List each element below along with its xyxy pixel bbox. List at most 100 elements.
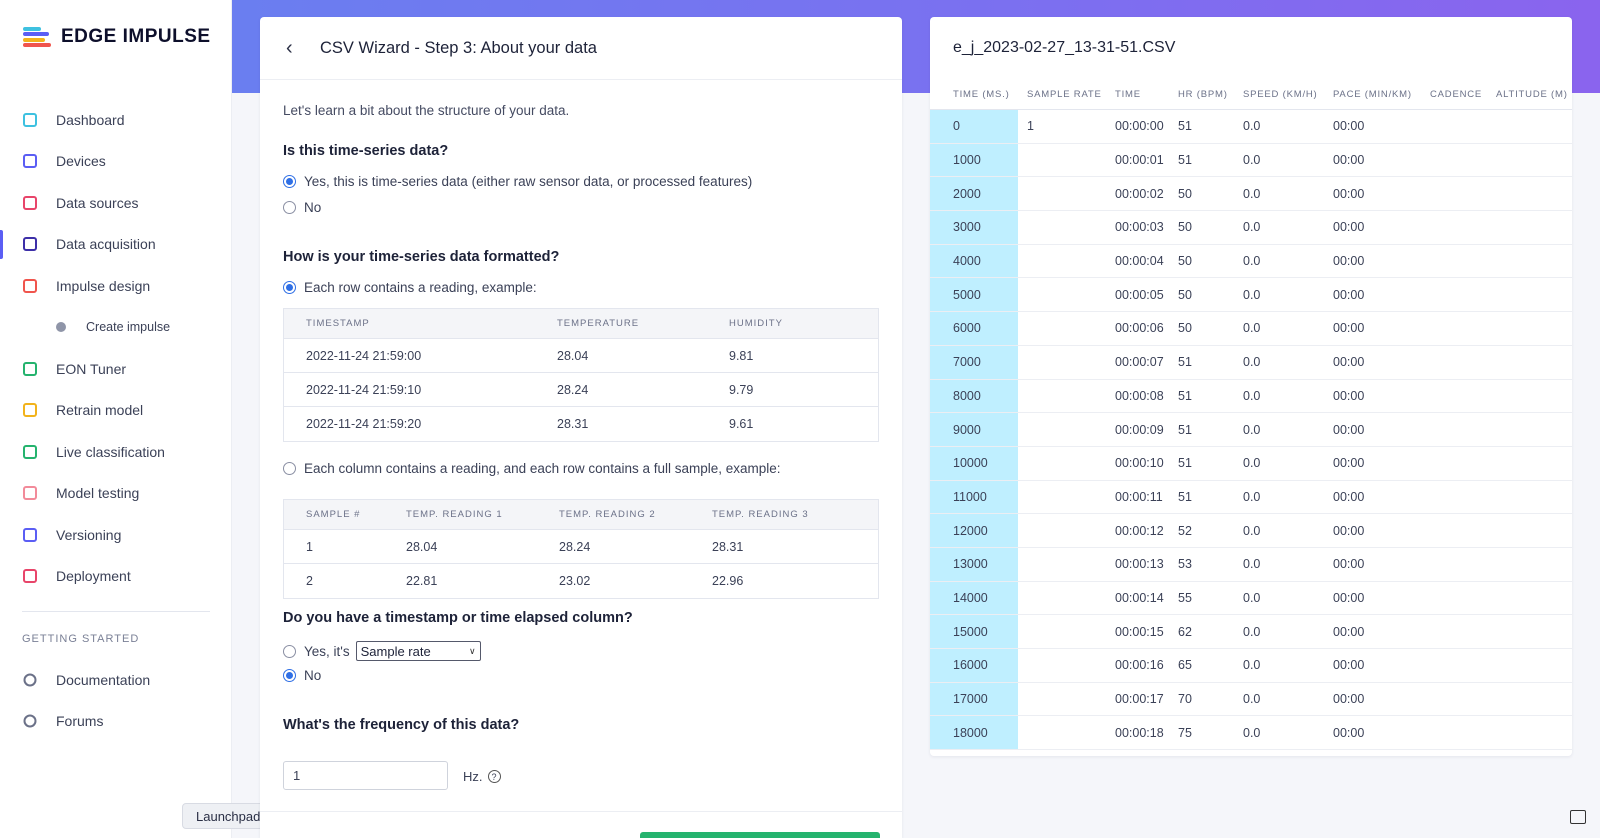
- shuffle-icon: [22, 402, 38, 418]
- cell: 0.0: [1243, 489, 1261, 504]
- cell: 00:00: [1333, 590, 1365, 605]
- logo[interactable]: EDGE IMPULSE: [23, 26, 211, 48]
- cell: 00:00: [1333, 725, 1365, 740]
- sidebar-item-devices[interactable]: Devices: [0, 141, 232, 183]
- cell: 00:00:02: [1115, 186, 1164, 201]
- sidebar-item-data-acquisition[interactable]: Data acquisition: [0, 224, 232, 266]
- main-nav: Dashboard Devices Data sources Data acquisi…: [0, 99, 232, 597]
- sidebar-item-create-impulse[interactable]: Create impulse: [0, 307, 232, 349]
- cell: 0.0: [1243, 658, 1261, 673]
- sidebar-item-eon-tuner[interactable]: EON Tuner: [0, 348, 232, 390]
- cell: 0.0: [1243, 153, 1261, 168]
- sidebar-item-data-sources[interactable]: Data sources: [0, 182, 232, 224]
- feedback-chat-icon[interactable]: [1570, 810, 1586, 824]
- clipboard-icon: [22, 485, 38, 501]
- cell: 00:00:11: [1115, 489, 1163, 504]
- sidebar-item-forums[interactable]: Forums: [0, 701, 232, 743]
- cell: 0.0: [1243, 557, 1261, 572]
- radio-unselected-icon[interactable]: [283, 644, 296, 658]
- cell: 0.0: [1243, 321, 1261, 336]
- chat-bubbles-icon: [22, 713, 38, 729]
- cell: 62: [1178, 624, 1192, 639]
- launchpad-button[interactable]: Launchpad: [182, 803, 275, 829]
- cell: 9.81: [729, 348, 754, 363]
- cell: 0.0: [1243, 725, 1261, 740]
- cell: 00:00:10: [1115, 456, 1164, 471]
- radio-unselected-icon[interactable]: [283, 462, 296, 475]
- cell: 00:00:08: [1115, 388, 1164, 403]
- frequency-input[interactable]: 1: [283, 761, 448, 790]
- table-row: 14000 00:00:14 55 0.0 00:00: [930, 581, 1572, 616]
- option-time-series-no[interactable]: No: [283, 200, 321, 215]
- sidebar-item-deployment[interactable]: Deployment: [0, 556, 232, 598]
- cell: 51: [1178, 153, 1192, 168]
- box-icon: [22, 568, 38, 584]
- cell: 55: [1178, 590, 1192, 605]
- header-cell: TEMP. READING 1: [406, 509, 503, 520]
- cell: 00:00: [1333, 186, 1365, 201]
- getting-started-nav: Documentation Forums: [0, 659, 232, 742]
- cell: 00:00:15: [1115, 624, 1164, 639]
- option-label: Yes, it's: [304, 643, 350, 659]
- radio-selected-icon[interactable]: [283, 669, 296, 682]
- table-row: 18000 00:00:18 75 0.0 00:00: [930, 716, 1572, 751]
- cell: 0: [930, 110, 1018, 143]
- cell: 50: [1178, 321, 1192, 336]
- sidebar-item-live-classification[interactable]: Live classification: [0, 431, 232, 473]
- cell: 28.04: [557, 348, 589, 363]
- cell: 0.0: [1243, 388, 1261, 403]
- wand-icon: [22, 195, 38, 211]
- sidebar-item-versioning[interactable]: Versioning: [0, 514, 232, 556]
- option-timestamp-no[interactable]: No: [283, 668, 321, 683]
- cell: 00:00:17: [1115, 692, 1164, 707]
- header-cell: SPEED (KM/H): [1243, 88, 1318, 100]
- cell: 51: [1178, 355, 1192, 370]
- cell: 15000: [930, 615, 1018, 648]
- cell: 00:00: [1333, 220, 1365, 235]
- sidebar-item-label: Data acquisition: [56, 236, 156, 253]
- radio-selected-icon[interactable]: [283, 175, 296, 188]
- table-row: 7000 00:00:07 51 0.0 00:00: [930, 345, 1572, 380]
- question-format: How is your time-series data formatted?: [283, 249, 560, 265]
- radio-unselected-icon[interactable]: [283, 201, 296, 214]
- table-row: 2022-11-24 21:59:20 28.31 9.61: [284, 407, 878, 441]
- example-table-rows: TIMESTAMP TEMPERATURE HUMIDITY 2022-11-2…: [283, 308, 879, 442]
- question-frequency: What's the frequency of this data?: [283, 717, 520, 733]
- cell: 18000: [930, 716, 1018, 750]
- cell: 11000: [930, 480, 1018, 514]
- cell: 0.0: [1243, 220, 1261, 235]
- table-row: 6000 00:00:06 50 0.0 00:00: [930, 312, 1572, 346]
- cell: 0.0: [1243, 287, 1261, 302]
- radio-selected-icon[interactable]: [283, 281, 296, 294]
- cell: 00:00:16: [1115, 658, 1164, 673]
- table-row: 9000 00:00:09 51 0.0 00:00: [930, 413, 1572, 447]
- cell: 9.61: [729, 417, 754, 431]
- cell: 53: [1178, 557, 1192, 572]
- cell: 00:00:14: [1115, 590, 1164, 605]
- sidebar-item-dashboard[interactable]: Dashboard: [0, 99, 232, 141]
- unit-label: Hz.: [463, 769, 483, 784]
- sidebar-item-model-testing[interactable]: Model testing: [0, 473, 232, 515]
- sidebar-item-retrain-model[interactable]: Retrain model: [0, 390, 232, 432]
- option-timestamp-yes[interactable]: Yes, it's Sample rate ∨: [283, 641, 481, 661]
- sidebar-item-impulse-design[interactable]: Impulse design: [0, 265, 232, 307]
- option-column-reading[interactable]: Each column contains a reading, and each…: [283, 461, 781, 476]
- option-time-series-yes[interactable]: Yes, this is time-series data (either ra…: [283, 174, 752, 189]
- timestamp-column-select[interactable]: Sample rate ∨: [355, 641, 481, 661]
- help-icon[interactable]: ?: [487, 770, 501, 783]
- back-chevron-icon[interactable]: ‹: [286, 36, 293, 59]
- option-row-reading[interactable]: Each row contains a reading, example:: [283, 280, 537, 295]
- sidebar-item-label: Data sources: [56, 194, 139, 211]
- compass-icon: [22, 361, 38, 377]
- cell: 00:00: [1333, 489, 1365, 504]
- table-row: 17000 00:00:17 70 0.0 00:00: [930, 682, 1572, 717]
- table-row: 1 28.04 28.24 28.31: [284, 530, 878, 564]
- sidebar-item-label: Forums: [56, 713, 104, 730]
- cell: 1: [1027, 119, 1034, 134]
- cell: 51: [1178, 119, 1192, 134]
- cell: 00:00: [1333, 557, 1365, 572]
- sidebar-item-label: Versioning: [56, 526, 122, 543]
- sidebar-item-documentation[interactable]: Documentation: [0, 659, 232, 701]
- sidebar-item-label: Devices: [56, 153, 106, 170]
- next-button[interactable]: [640, 832, 880, 838]
